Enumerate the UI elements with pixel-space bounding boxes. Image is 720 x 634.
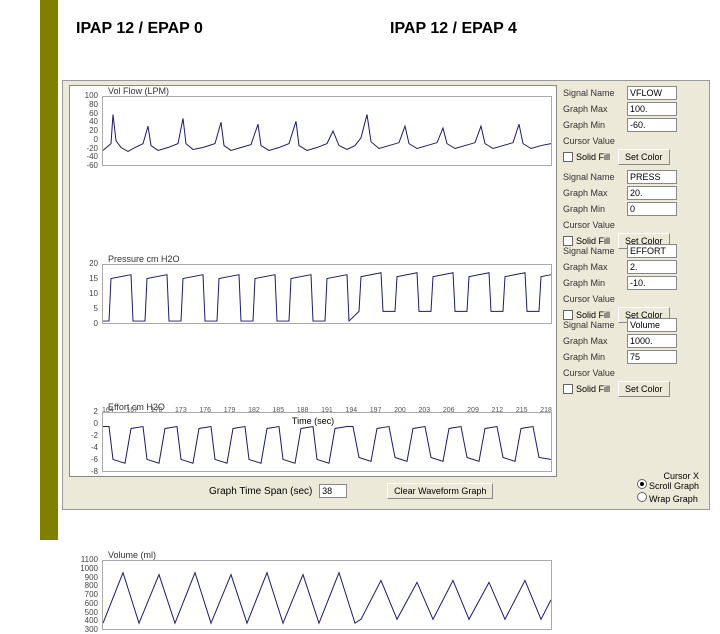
plot-area xyxy=(102,560,552,630)
chart-title: Pressure cm H2O xyxy=(108,254,180,264)
header-right: IPAP 12 / EPAP 4 xyxy=(390,20,517,38)
bottom-bar: Graph Time Span (sec) 38 Clear Waveform … xyxy=(69,479,703,503)
x-label: Time (sec) xyxy=(70,416,556,426)
y-axis: 100806040200-20-40-60 xyxy=(70,96,100,166)
chart-title: Vol Flow (LPM) xyxy=(108,86,169,96)
graph-min-input[interactable]: 75 xyxy=(627,350,677,364)
graph-max-input[interactable]: 1000. xyxy=(627,334,677,348)
solidfill-check[interactable] xyxy=(563,152,573,162)
graph-max-input[interactable]: 20. xyxy=(627,186,677,200)
y-axis: 20151050 xyxy=(70,264,100,324)
x-axis: 1641671701731761791821851881911941972002… xyxy=(102,407,552,414)
signal-name-input[interactable]: EFFORT xyxy=(627,244,677,258)
timespan-input[interactable]: 38 xyxy=(319,484,347,498)
graph-min-input[interactable]: -10. xyxy=(627,276,677,290)
y-axis: 11001000900800700600500400300 xyxy=(70,560,100,630)
graph-max-input[interactable]: 100. xyxy=(627,102,677,116)
waveform-panel: Vol Flow (LPM) 100806040200-20-40-60 Pre… xyxy=(62,80,710,510)
wrap-radio[interactable] xyxy=(637,492,647,502)
graph-min-input[interactable]: -60. xyxy=(627,118,677,132)
signal-name-input[interactable]: Volume xyxy=(627,318,677,332)
setcolor-button[interactable]: Set Color xyxy=(618,381,670,397)
plot-area xyxy=(102,96,552,166)
scroll-radio[interactable] xyxy=(637,479,647,489)
timespan-label: Graph Time Span (sec) xyxy=(209,486,312,497)
graph-max-input[interactable]: 2. xyxy=(627,260,677,274)
solidfill-check[interactable] xyxy=(563,384,573,394)
setcolor-button[interactable]: Set Color xyxy=(618,149,670,165)
plot-area xyxy=(102,264,552,324)
clear-button[interactable]: Clear Waveform Graph xyxy=(387,483,493,499)
header-left: IPAP 12 / EPAP 0 xyxy=(76,20,203,38)
signal-name-input[interactable]: PRESS xyxy=(627,170,677,184)
signal-name-input[interactable]: VFLOW xyxy=(627,86,677,100)
side-controls: Signal NameVFLOW Graph Max100. Graph Min… xyxy=(563,85,707,401)
graph-min-input[interactable]: 0 xyxy=(627,202,677,216)
chart-title: Volume (ml) xyxy=(108,550,156,560)
charts-area: Vol Flow (LPM) 100806040200-20-40-60 Pre… xyxy=(69,85,557,477)
